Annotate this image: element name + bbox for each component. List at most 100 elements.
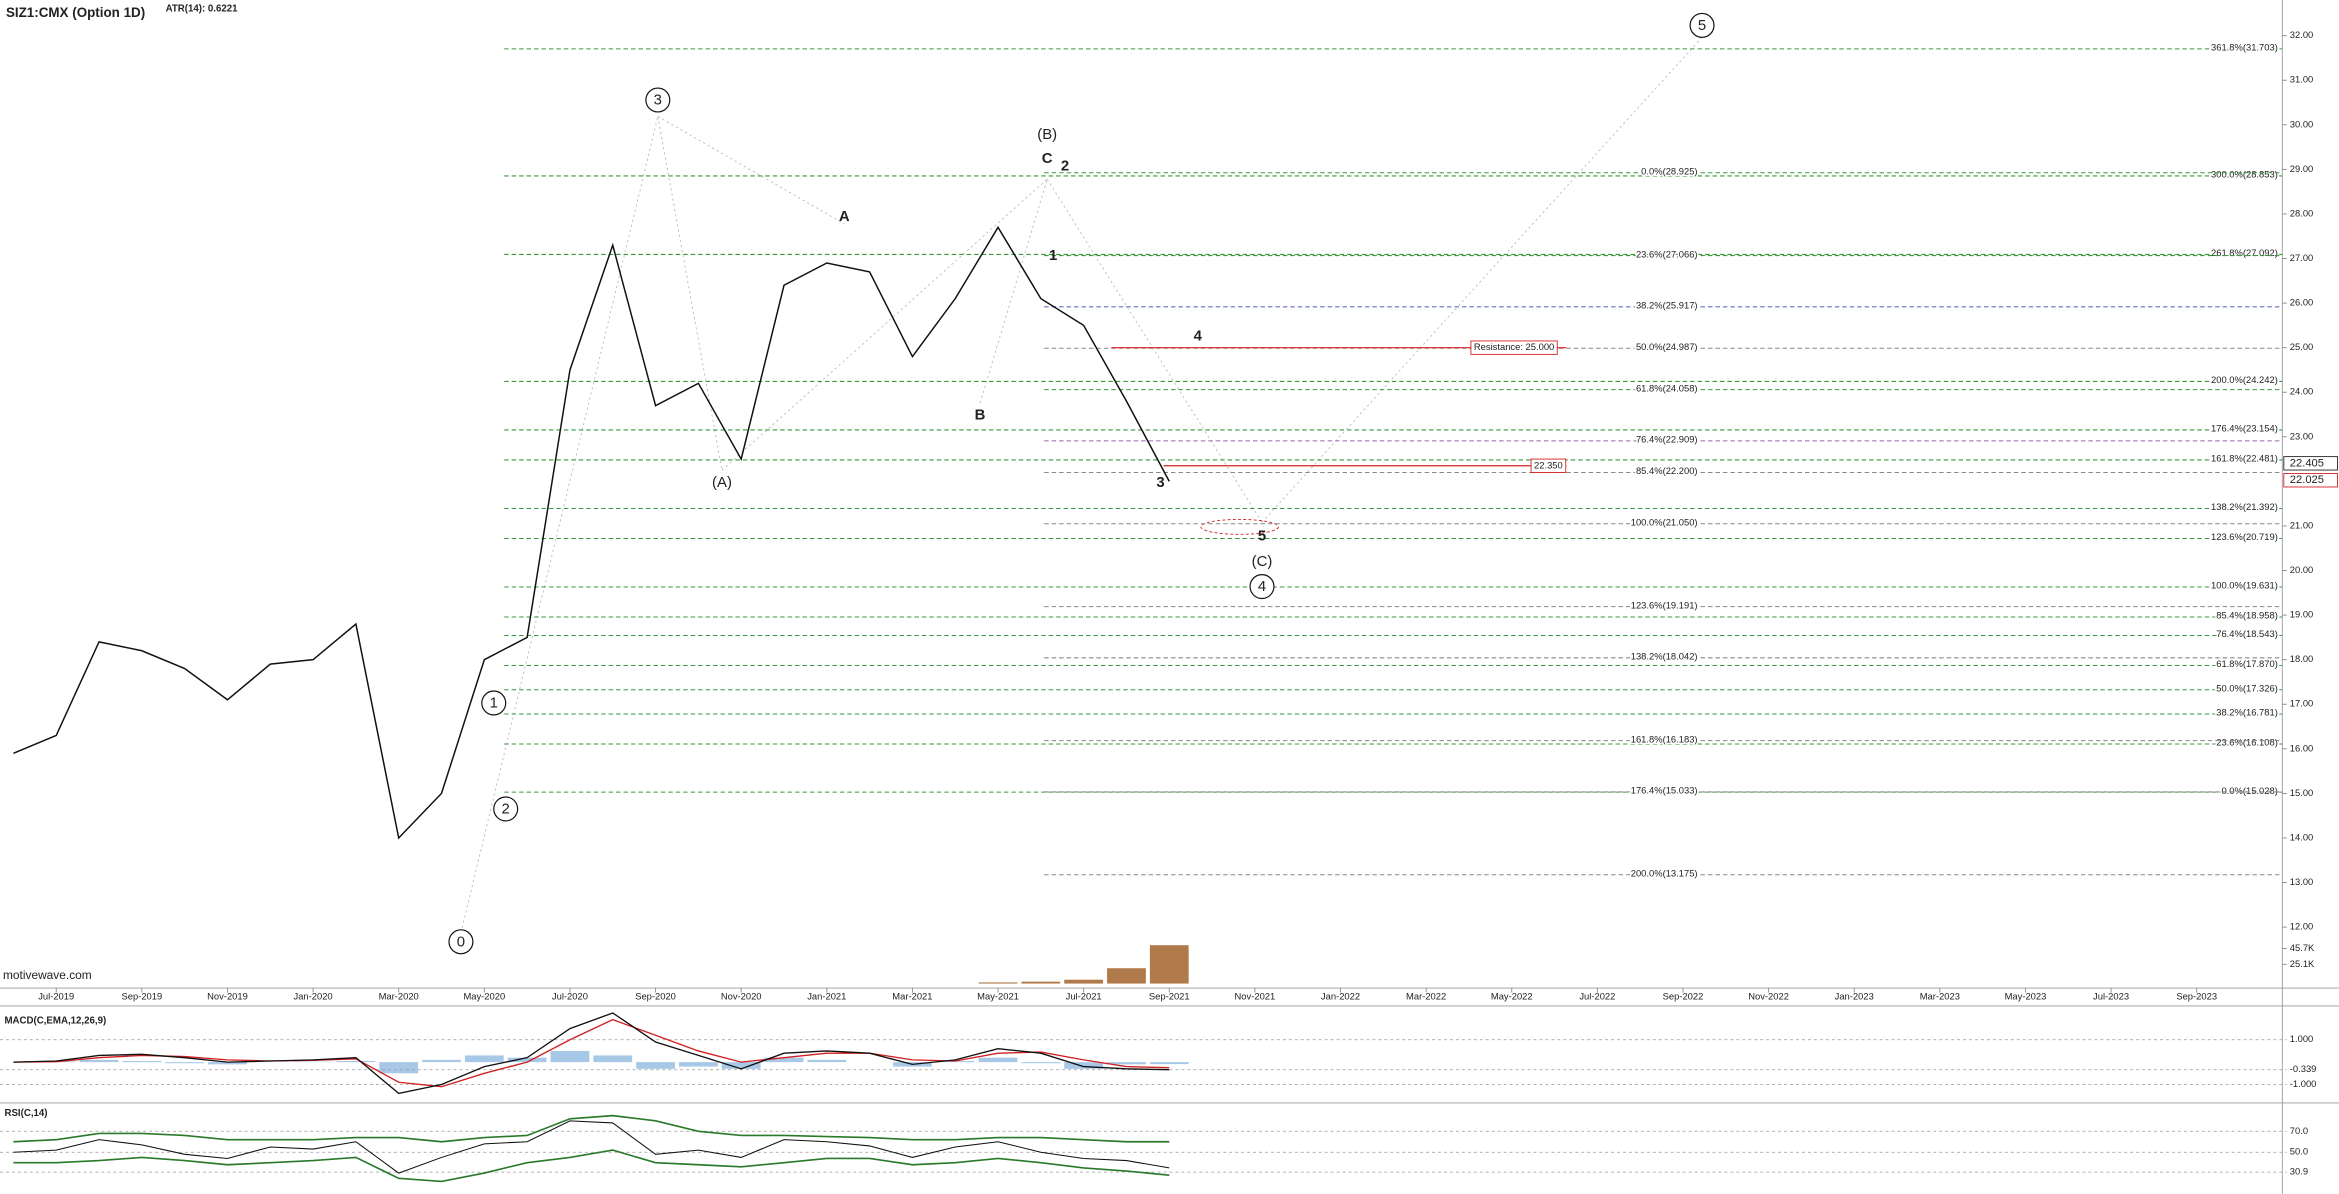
resistance-label: 22.350 [1534, 459, 1563, 470]
fib-label: 138.2%(18.042) [1631, 651, 1698, 662]
macd-signal [13, 1018, 1170, 1088]
fib-label: 100.0%(21.050) [1631, 516, 1698, 527]
resistance-box [1530, 458, 1567, 473]
last-price-label: 22.405 [2290, 457, 2324, 469]
macd-histogram [1107, 1062, 1146, 1065]
y-tick-label: 29.00 [2290, 163, 2313, 174]
watermark: motivewave.com [3, 968, 92, 982]
fib-label: 38.2%(16.781) [2216, 707, 2278, 718]
fib-label: 161.8%(16.183) [1631, 733, 1698, 744]
y-tick-label: 27.00 [2290, 252, 2313, 263]
x-tick-label: Sep-2021 [1149, 990, 1190, 1001]
rsi-upper-band [13, 1114, 1170, 1143]
macd-histogram [336, 1061, 376, 1063]
wave-label: (C) [1252, 553, 1273, 570]
y-tick-label: 20.00 [2290, 564, 2313, 575]
macd-histogram [550, 1050, 590, 1063]
wave-label: 4 [1194, 327, 1203, 344]
wave-circle [645, 87, 671, 113]
macd-histogram [208, 1062, 247, 1065]
macd-tick-label: 1.000 [2290, 1033, 2313, 1044]
last-price-box [2283, 473, 2338, 488]
rsi-tick-label: 30.9 [2290, 1166, 2308, 1177]
fib-label: 161.8%(22.481) [2211, 453, 2278, 464]
x-tick-label: Mar-2022 [1406, 990, 1446, 1001]
x-tick-label: May-2021 [977, 990, 1019, 1001]
y-tick-label: 23.00 [2290, 430, 2313, 441]
fib-label: 123.6%(20.719) [2211, 531, 2278, 542]
wave-circle [481, 690, 507, 716]
fib-label: 50.0%(24.987) [1636, 341, 1698, 352]
x-tick-label: Nov-2022 [1748, 990, 1789, 1001]
x-tick-label: May-2023 [2005, 990, 2047, 1001]
volume-tick-label: 25.1K [2290, 958, 2315, 969]
fib-label: 138.2%(21.392) [2211, 501, 2278, 512]
macd-histogram [464, 1055, 504, 1063]
wave-circle [493, 796, 519, 822]
wave-label: 5 [1698, 17, 1706, 34]
volume-bar [1149, 945, 1189, 984]
x-tick-label: Sep-2019 [121, 990, 162, 1001]
wave-label: A [839, 208, 850, 225]
fib-label: 23.6%(27.066) [1636, 248, 1698, 259]
fib-label: 38.2%(25.917) [1636, 300, 1698, 311]
fib-label: 300.0%(28.853) [2211, 169, 2278, 180]
macd-histogram [165, 1062, 205, 1064]
wave-label: (A) [712, 474, 732, 491]
fib-label: 76.4%(18.543) [2216, 628, 2278, 639]
fib-label: 123.6%(19.191) [1631, 599, 1698, 610]
y-tick-label: 18.00 [2290, 653, 2313, 664]
rsi-line [13, 1120, 1170, 1174]
x-tick-label: Nov-2020 [721, 990, 762, 1001]
fib-label: 61.8%(24.058) [1636, 382, 1698, 393]
macd-histogram [764, 1057, 804, 1063]
volume-bar [1107, 968, 1146, 984]
x-tick-label: May-2020 [463, 990, 505, 1001]
macd-histogram [978, 1057, 1018, 1063]
macd-histogram [122, 1061, 162, 1063]
macd-histogram [379, 1062, 419, 1074]
price-line [13, 225, 1170, 840]
x-tick-label: Jan-2021 [807, 990, 846, 1001]
macd-histogram [807, 1059, 847, 1063]
y-tick-label: 32.00 [2290, 29, 2313, 40]
x-tick-label: Jan-2022 [1321, 990, 1360, 1001]
macd-tick-label: -1.000 [2290, 1078, 2317, 1089]
fib-label: 176.4%(23.154) [2211, 423, 2278, 434]
x-tick-label: Jul-2019 [38, 990, 74, 1001]
fib-label: 85.4%(22.200) [1636, 465, 1698, 476]
fib-label: 261.8%(27.092) [2211, 247, 2278, 258]
y-tick-label: 26.00 [2290, 297, 2313, 308]
macd-histogram [507, 1057, 547, 1063]
macd-histogram [593, 1055, 633, 1063]
macd-histogram [1021, 1062, 1061, 1064]
wave-label: 1 [490, 695, 498, 712]
y-tick-label: 17.00 [2290, 698, 2313, 709]
x-tick-label: May-2022 [1491, 990, 1533, 1001]
x-tick-label: Nov-2019 [207, 990, 248, 1001]
fib-label: 0.0%(15.028) [2221, 785, 2277, 796]
x-tick-label: Nov-2021 [1235, 990, 1276, 1001]
wave-label: 2 [1061, 157, 1069, 174]
x-tick-label: Sep-2022 [1663, 990, 1704, 1001]
fib-label: 61.8%(17.870) [2216, 658, 2278, 669]
y-tick-label: 30.00 [2290, 118, 2313, 129]
x-tick-label: Jan-2020 [294, 990, 333, 1001]
wave-label: 4 [1258, 578, 1266, 595]
wave-label: (B) [1037, 126, 1057, 143]
x-tick-label: Sep-2020 [635, 990, 676, 1001]
wave-circle [1689, 12, 1715, 38]
indicator-label: ATR(14): 0.6221 [166, 4, 239, 15]
macd-histogram [79, 1059, 119, 1063]
rsi-title: RSI(C,14) [4, 1108, 47, 1119]
volume-bar [1021, 981, 1061, 984]
chart-title: SIZ1:CMX (Option 1D) [6, 5, 145, 20]
rsi-tick-label: 70.0 [2290, 1125, 2308, 1136]
y-tick-label: 15.00 [2290, 787, 2313, 798]
x-tick-label: Jul-2022 [1579, 990, 1615, 1001]
y-tick-label: 12.00 [2290, 921, 2313, 932]
x-tick-label: Jul-2023 [2093, 990, 2129, 1001]
y-tick-label: 19.00 [2290, 609, 2313, 620]
